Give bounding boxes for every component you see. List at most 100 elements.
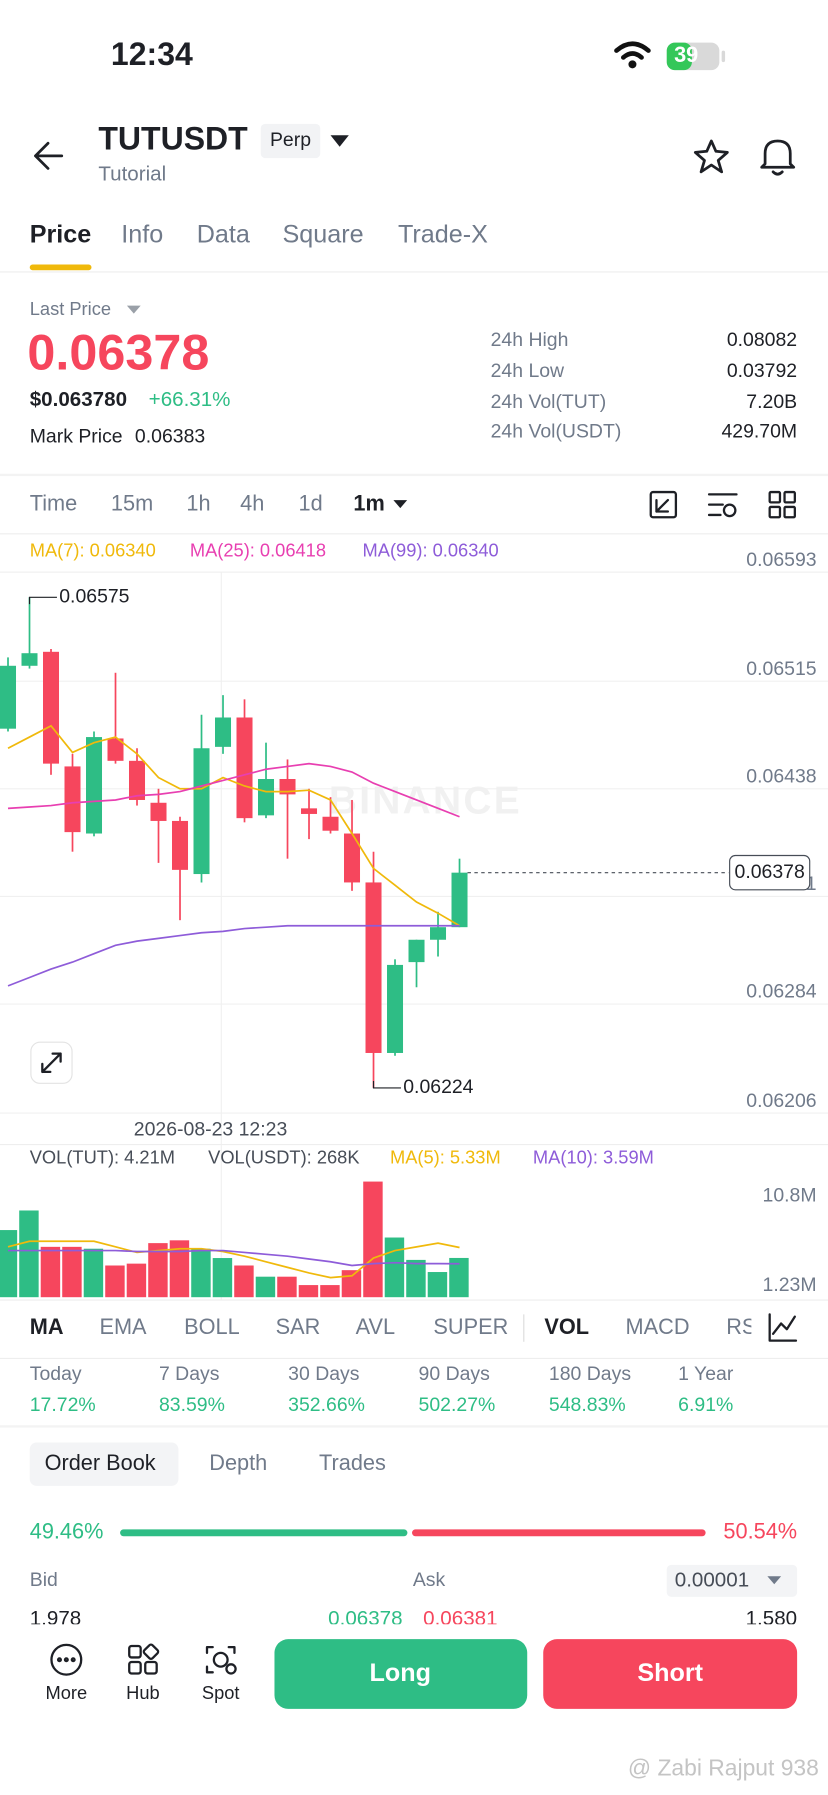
indicator[interactable]: SAR bbox=[276, 1314, 321, 1339]
last-price-dropdown[interactable] bbox=[126, 305, 141, 314]
interval[interactable]: 1m bbox=[353, 490, 384, 515]
volume-bar bbox=[277, 1276, 297, 1298]
volume-bar bbox=[105, 1265, 125, 1298]
y-tick-label: 0.06593 bbox=[746, 549, 816, 571]
interval[interactable]: 4h bbox=[240, 490, 264, 515]
last-price-label[interactable]: Last Price bbox=[30, 298, 111, 319]
volume-bar bbox=[234, 1265, 254, 1298]
chart-settings-button[interactable] bbox=[707, 493, 738, 518]
candle-body bbox=[172, 820, 189, 870]
book-tab[interactable]: Depth bbox=[209, 1450, 267, 1475]
bid-header: Bid bbox=[30, 1569, 58, 1591]
stat-label: 24h Vol(USDT) bbox=[491, 421, 622, 443]
interval[interactable]: 15m bbox=[111, 490, 153, 515]
candle-body bbox=[215, 717, 232, 747]
badge: Perp bbox=[270, 129, 311, 151]
volume-ma-legend: MA(10): 3.59M bbox=[533, 1147, 654, 1168]
candle-body bbox=[0, 665, 17, 729]
watermark: @ Zabi Rajput 938 bbox=[628, 1755, 819, 1781]
candle-body bbox=[408, 939, 425, 963]
volume-bar bbox=[427, 1272, 448, 1298]
volume-ma-legend: MA(5): 5.33M bbox=[390, 1147, 501, 1168]
volume-bar bbox=[169, 1240, 190, 1298]
bottom-label[interactable]: More bbox=[46, 1682, 88, 1703]
indicator[interactable]: MA bbox=[30, 1314, 64, 1339]
badge-bg bbox=[260, 123, 321, 159]
precision[interactable]: 0.00001 bbox=[675, 1568, 749, 1591]
last-price-box bbox=[729, 854, 811, 891]
indicator-settings[interactable] bbox=[768, 1313, 798, 1342]
ma-line bbox=[7, 924, 460, 987]
stat-value: 0.03792 bbox=[727, 360, 797, 382]
tab[interactable]: Trade-X bbox=[398, 221, 488, 249]
volume-bar bbox=[148, 1243, 168, 1298]
volume-legend: VOL(TUT): 4.21M bbox=[30, 1147, 175, 1168]
tab[interactable]: Info bbox=[121, 221, 163, 249]
perf-label: 7 Days bbox=[159, 1363, 220, 1385]
crosshair-time: 2026-08-23 12:23 bbox=[134, 1118, 287, 1140]
hub-icon[interactable] bbox=[128, 1643, 160, 1675]
tab[interactable]: Data bbox=[197, 221, 250, 249]
indicator[interactable]: AVL bbox=[356, 1314, 395, 1339]
candle-body bbox=[107, 738, 124, 761]
candle-body bbox=[451, 872, 468, 928]
tab[interactable]: Square bbox=[282, 221, 363, 249]
indicator[interactable]: RSI bbox=[726, 1314, 762, 1339]
stat-label: 24h Low bbox=[491, 360, 565, 382]
battery-level bbox=[666, 42, 692, 71]
book-tab[interactable]: Order Book bbox=[45, 1450, 156, 1475]
subtitle: Tutorial bbox=[98, 163, 166, 186]
indicator[interactable]: VOL bbox=[544, 1314, 589, 1339]
wifi-icon bbox=[614, 41, 651, 60]
candle-body bbox=[301, 808, 318, 814]
interval[interactable]: Time bbox=[30, 490, 77, 515]
price-chart: 0.065930.065150.064380.063610.062840.062… bbox=[0, 539, 828, 1114]
interval[interactable]: 1h bbox=[186, 490, 210, 515]
symbol[interactable]: TUTUSDT bbox=[98, 120, 248, 156]
stat-value: 7.20B bbox=[746, 391, 797, 413]
indicator[interactable]: MACD bbox=[626, 1314, 690, 1339]
tab[interactable]: Price bbox=[30, 221, 92, 249]
chart-watermark: BINANCE bbox=[329, 779, 522, 822]
bottom-label[interactable]: Spot bbox=[202, 1682, 240, 1703]
ma-line bbox=[7, 724, 460, 927]
candle-body bbox=[387, 964, 404, 1053]
volume-ma-line bbox=[8, 1249, 460, 1267]
layout-button[interactable] bbox=[768, 490, 796, 519]
perf-value: 83.59% bbox=[159, 1394, 225, 1416]
symbol-dropdown[interactable] bbox=[330, 135, 349, 147]
stat-value: 429.70M bbox=[721, 421, 797, 443]
indicator[interactable]: BOLL bbox=[184, 1314, 240, 1339]
interval[interactable]: 1d bbox=[298, 490, 322, 515]
high-pointer bbox=[28, 596, 57, 605]
ma-line bbox=[7, 762, 460, 818]
candle-body bbox=[258, 779, 275, 816]
book-tab[interactable]: Trades bbox=[319, 1450, 386, 1475]
long-button[interactable] bbox=[274, 1639, 528, 1709]
volume-bar bbox=[341, 1270, 362, 1298]
favorite-button[interactable] bbox=[693, 139, 729, 174]
perf-label: 30 Days bbox=[288, 1363, 360, 1385]
alert-button[interactable] bbox=[760, 139, 796, 176]
more-icon[interactable] bbox=[50, 1643, 83, 1676]
volume-bar bbox=[320, 1285, 340, 1298]
perf-label: 180 Days bbox=[549, 1363, 631, 1385]
short-label[interactable]: Short bbox=[637, 1659, 703, 1687]
candle-body bbox=[236, 717, 253, 819]
precision-bg[interactable] bbox=[666, 1564, 798, 1597]
long-label[interactable]: Long bbox=[370, 1659, 431, 1687]
precision-dropdown[interactable] bbox=[767, 1576, 782, 1585]
spot-icon[interactable] bbox=[205, 1646, 237, 1675]
price-change: +66.31% bbox=[149, 388, 231, 411]
y-tick-label: 1.23M bbox=[763, 1274, 817, 1296]
chart-mode-button[interactable] bbox=[649, 490, 678, 519]
interval-dropdown[interactable] bbox=[393, 500, 408, 509]
volume-bar bbox=[40, 1246, 61, 1298]
short-button[interactable] bbox=[543, 1639, 798, 1709]
indicator[interactable]: EMA bbox=[99, 1314, 147, 1339]
indicator[interactable]: SUPER bbox=[433, 1314, 508, 1339]
back-button[interactable] bbox=[34, 141, 64, 170]
bottom-label[interactable]: Hub bbox=[126, 1682, 160, 1703]
y-tick-label: 10.8M bbox=[763, 1185, 817, 1207]
candle-body bbox=[430, 927, 447, 940]
